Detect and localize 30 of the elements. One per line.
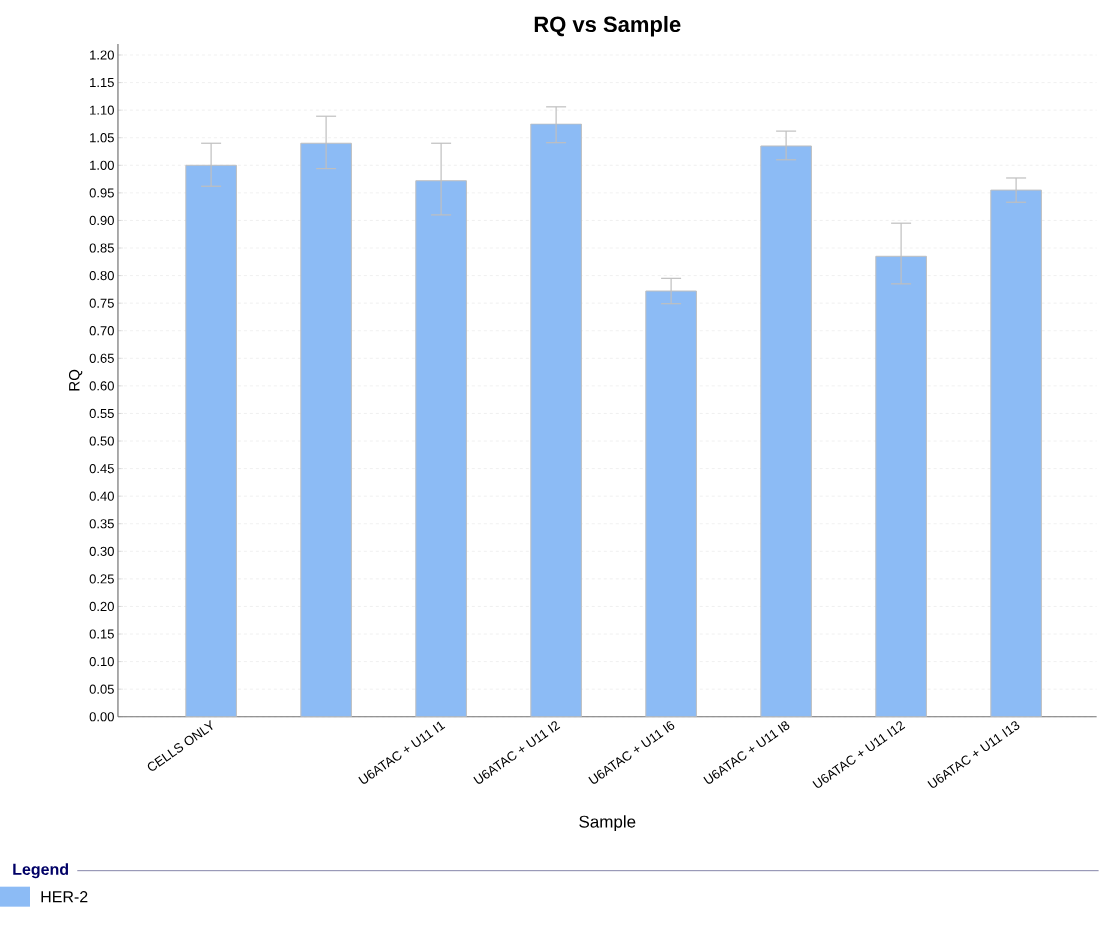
y-tick-label: 0.95 <box>89 188 114 198</box>
y-tick-label: 0.15 <box>89 629 114 639</box>
y-tick-label: 1.05 <box>90 133 114 143</box>
y-tick-label: 0.65 <box>89 353 114 364</box>
y-tick-label: 0.90 <box>89 216 114 226</box>
y-tick-label: 0.25 <box>89 574 114 584</box>
y-tick-label: 0.00 <box>89 712 114 722</box>
y-axis-title: RQ <box>68 370 83 391</box>
y-tick-label: 0.80 <box>89 271 114 281</box>
chart-title: RQ vs Sample <box>534 16 681 37</box>
y-tick-label: 0.60 <box>89 381 114 391</box>
y-tick-label: 0.45 <box>89 464 114 474</box>
y-tick-label: 1.15 <box>90 78 114 88</box>
y-tick-label: 0.55 <box>89 409 114 419</box>
y-tick-label: 1.10 <box>90 105 114 115</box>
y-tick-label: 0.10 <box>89 657 114 667</box>
x-axis-title: Sample <box>579 815 636 832</box>
legend-title: Legend <box>13 863 69 879</box>
y-tick-label: 1.00 <box>90 160 114 171</box>
y-tick-label: 0.85 <box>89 243 114 253</box>
legend-label: HER-2 <box>41 891 88 903</box>
y-tick-label: 0.70 <box>89 326 114 336</box>
y-tick-label: 0.75 <box>89 298 114 308</box>
y-tick-label: 0.40 <box>89 491 114 501</box>
y-tick-label: 0.20 <box>89 602 114 612</box>
y-tick-label: 0.05 <box>89 684 114 694</box>
y-tick-label: 0.50 <box>89 436 114 446</box>
y-tick-label: 0.35 <box>89 519 114 529</box>
y-tick-label: 0.30 <box>89 546 114 557</box>
y-tick-label: 1.20 <box>90 50 114 60</box>
